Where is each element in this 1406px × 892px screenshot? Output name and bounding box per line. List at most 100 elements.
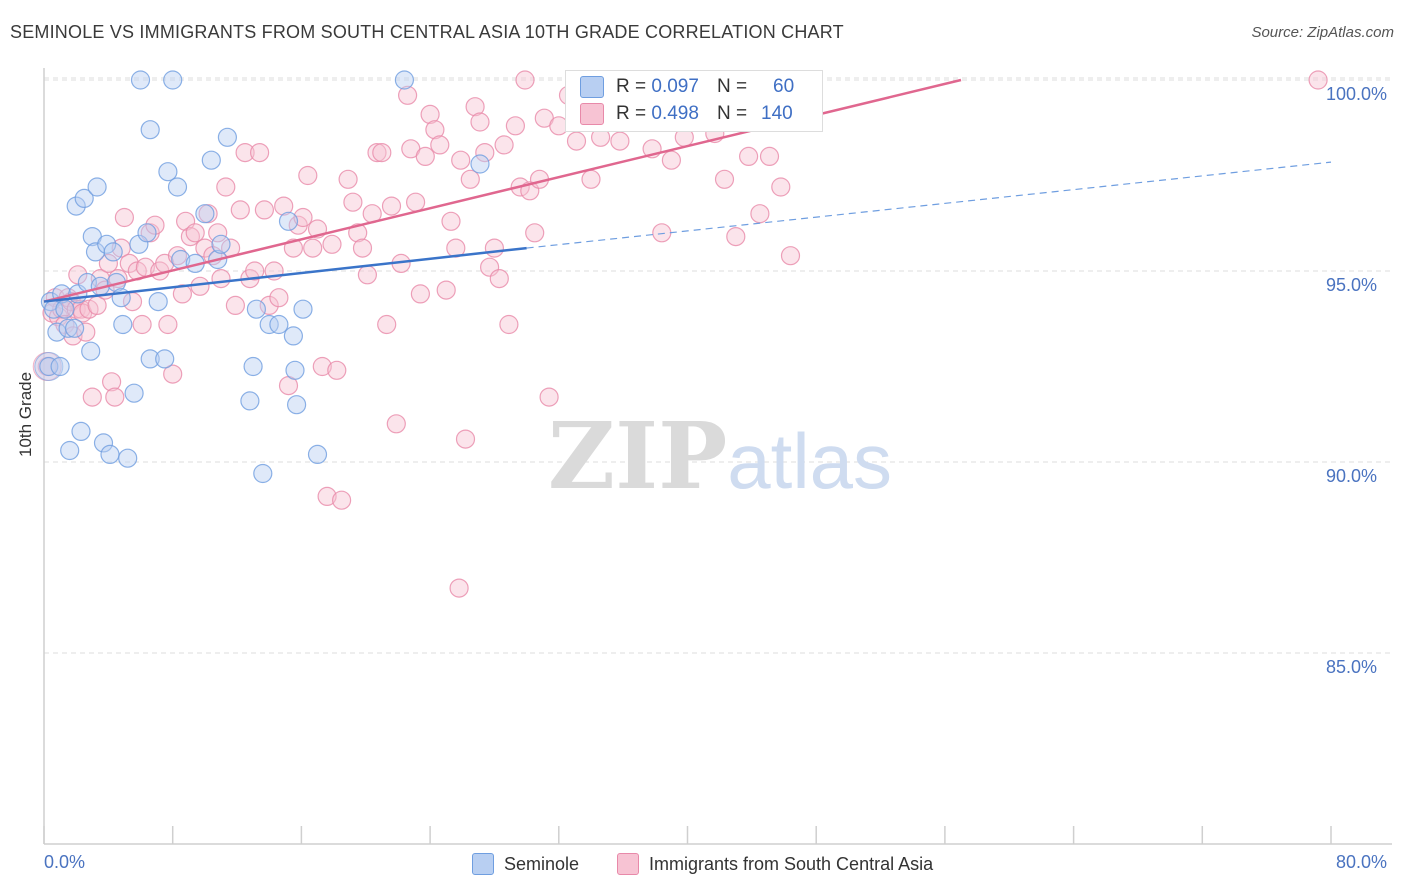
data-point <box>130 70 151 90</box>
data-point <box>201 150 221 170</box>
seminole-swatch <box>580 76 604 98</box>
data-point <box>208 223 228 243</box>
data-point <box>97 234 117 254</box>
data-point <box>253 463 273 484</box>
data-point <box>124 383 144 403</box>
data-point <box>98 253 119 273</box>
data-point <box>155 349 175 369</box>
data-point <box>190 276 210 296</box>
data-point <box>217 127 237 147</box>
data-point <box>82 387 102 407</box>
data-point <box>484 238 504 258</box>
data-point <box>172 284 192 304</box>
data-point <box>250 143 270 163</box>
data-point <box>132 314 152 335</box>
data-point <box>298 165 318 186</box>
stats-legend-row-immigrants: R = 0.498 N = 140 <box>580 102 793 126</box>
data-point <box>348 223 368 243</box>
data-point <box>465 97 485 117</box>
x-tick-label-max: 80.0% <box>1336 852 1388 872</box>
legend-seminole-label: Seminole <box>504 853 580 874</box>
data-point <box>167 177 188 197</box>
data-point <box>195 238 215 258</box>
data-point <box>470 154 490 174</box>
data-point <box>101 372 122 392</box>
n-value-immigrants: 140 <box>761 103 793 124</box>
data-point <box>246 299 266 319</box>
data-point <box>93 433 114 453</box>
data-point <box>322 234 342 254</box>
data-point <box>475 143 495 163</box>
data-point <box>352 238 373 258</box>
data-point <box>158 162 178 182</box>
data-point <box>372 143 392 163</box>
y-tick-label: 100.0% <box>1326 84 1388 104</box>
data-point <box>119 253 139 273</box>
data-point <box>71 421 91 441</box>
trend-line-seminole <box>43 246 527 303</box>
data-point <box>211 269 231 289</box>
data-point <box>114 207 135 228</box>
data-point <box>327 360 347 380</box>
data-point <box>460 169 480 189</box>
data-point <box>293 299 313 319</box>
data-point <box>211 234 231 254</box>
data-point <box>50 356 70 377</box>
immigrants-swatch <box>580 103 604 125</box>
data-point <box>68 265 88 285</box>
y-axis-label: 10th Grade <box>16 371 35 457</box>
data-point <box>343 192 363 212</box>
data-point <box>103 242 123 262</box>
data-point <box>105 387 125 407</box>
data-point <box>235 143 255 163</box>
data-point <box>436 280 456 300</box>
data-point <box>225 295 245 315</box>
data-point <box>254 200 274 220</box>
data-point <box>357 265 377 285</box>
data-point <box>230 200 250 220</box>
data-point <box>406 192 426 212</box>
x-ticks <box>43 826 1332 844</box>
data-point <box>661 150 682 170</box>
data-point <box>377 314 397 335</box>
data-point-large <box>34 352 64 381</box>
data-point <box>494 135 514 155</box>
data-point <box>738 146 759 166</box>
data-point <box>60 440 80 461</box>
data-point <box>81 341 101 361</box>
n-value-seminole: 60 <box>773 76 795 97</box>
data-point <box>64 318 85 338</box>
y-tick-label: 95.0% <box>1326 275 1378 295</box>
chart-source: Source: ZipAtlas.com <box>1251 24 1394 41</box>
data-point <box>74 188 94 208</box>
data-point <box>55 299 75 319</box>
chart-title: SEMINOLE VS IMMIGRANTS FROM SOUTH CENTRA… <box>10 22 844 42</box>
data-point <box>381 196 402 216</box>
data-point <box>386 414 406 434</box>
data-point <box>100 444 120 464</box>
data-point <box>140 120 160 140</box>
data-point <box>410 284 430 304</box>
legend-seminole-swatch <box>472 853 494 875</box>
stats-legend-row-seminole: R = 0.097 N = 60 <box>580 75 794 99</box>
data-point <box>195 204 215 224</box>
data-point <box>515 70 535 90</box>
legend-immigrants-label: Immigrants from South Central Asia <box>649 853 934 874</box>
data-point <box>449 578 469 598</box>
data-point <box>505 116 526 136</box>
data-point <box>87 177 107 197</box>
data-point <box>245 261 265 281</box>
data-point <box>269 314 289 335</box>
data-point <box>167 246 188 266</box>
data-point <box>216 177 236 197</box>
data-point <box>158 314 178 335</box>
data-point <box>163 70 183 90</box>
data-point <box>759 146 780 166</box>
r-label: R = <box>616 76 647 97</box>
data-point <box>499 314 519 335</box>
data-point <box>118 448 138 468</box>
data-point <box>430 135 450 155</box>
data-point <box>145 215 165 235</box>
legend-seminole: Seminole <box>472 852 579 876</box>
